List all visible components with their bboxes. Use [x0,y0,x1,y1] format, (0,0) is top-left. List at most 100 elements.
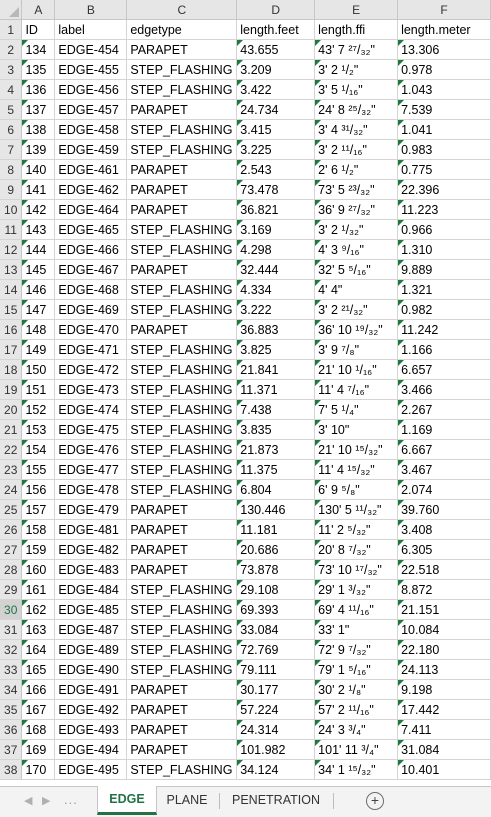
cell-length-ffi[interactable]: 3' 2 ²¹/₃₂" [314,299,399,320]
cell-label[interactable]: EDGE-462 [54,179,128,200]
cell-length-feet[interactable]: 6.804 [236,479,316,500]
cell-length-feet[interactable]: 3.222 [236,299,316,320]
cell-length-feet[interactable]: 57.224 [236,699,316,720]
column-header-d[interactable]: D [236,0,316,20]
cell-edgetype[interactable]: STEP_FLASHING [126,239,238,260]
cell-id[interactable]: 136 [21,79,56,100]
row-header-1[interactable]: 1 [0,19,23,40]
cell-length-ffi[interactable]: 11' 4 ¹⁵/₃₂" [314,459,399,480]
cell-edgetype[interactable]: PARAPET [126,39,238,60]
cell-id[interactable]: 162 [21,599,56,620]
cell-id[interactable]: 151 [21,379,56,400]
cell-label[interactable]: EDGE-489 [54,639,128,660]
cell-length-meter[interactable]: 11.223 [397,199,491,220]
cell-length-feet[interactable]: 3.169 [236,219,316,240]
cell-length-feet[interactable]: 7.438 [236,399,316,420]
row-header[interactable]: 4 [0,79,23,100]
cell-edgetype[interactable]: STEP_FLASHING [126,479,238,500]
cell-length-meter[interactable]: 22.518 [397,559,491,580]
cell-id[interactable]: 138 [21,119,56,140]
cell-id[interactable]: 139 [21,139,56,160]
cell-length-meter[interactable]: 8.872 [397,579,491,600]
cell-label[interactable]: EDGE-478 [54,479,128,500]
more-sheets-icon[interactable]: ... [64,792,78,807]
cell-length-feet[interactable]: 24.734 [236,99,316,120]
cell-length-ffi[interactable]: 69' 4 ¹¹/₁₆" [314,599,399,620]
cell-length-feet[interactable]: 73.478 [236,179,316,200]
cell-length-meter[interactable]: 22.180 [397,639,491,660]
row-header[interactable]: 31 [0,619,23,640]
cell-header-length-meter[interactable]: length.meter [397,19,491,40]
cell-header-label[interactable]: label [54,19,128,40]
cell-length-feet[interactable]: 29.108 [236,579,316,600]
cell-id[interactable]: 157 [21,499,56,520]
cell-length-meter[interactable]: 3.408 [397,519,491,540]
cell-length-meter[interactable]: 3.466 [397,379,491,400]
cell-label[interactable]: EDGE-475 [54,419,128,440]
cell-label[interactable]: EDGE-494 [54,739,128,760]
cell-edgetype[interactable]: PARAPET [126,499,238,520]
cell-edgetype[interactable]: STEP_FLASHING [126,139,238,160]
cell-length-ffi[interactable]: 36' 10 ¹⁹/₃₂" [314,319,399,340]
cell-length-feet[interactable]: 4.334 [236,279,316,300]
next-sheet-arrow-icon[interactable]: ▶ [42,795,51,807]
cell-edgetype[interactable]: STEP_FLASHING [126,599,238,620]
row-header[interactable]: 9 [0,179,23,200]
cell-label[interactable]: EDGE-471 [54,339,128,360]
cell-length-meter[interactable]: 0.978 [397,59,491,80]
cell-id[interactable]: 160 [21,559,56,580]
cell-length-ffi[interactable]: 3' 2 ¹/₃₂" [314,219,399,240]
cell-length-ffi[interactable]: 6' 9 ⁵/₈" [314,479,399,500]
cell-length-ffi[interactable]: 21' 10 ¹⁵/₃₂" [314,439,399,460]
cell-edgetype[interactable]: STEP_FLASHING [126,759,238,780]
cell-length-ffi[interactable]: 3' 9 ⁷/₈" [314,339,399,360]
cell-length-meter[interactable]: 17.442 [397,699,491,720]
row-header[interactable]: 13 [0,259,23,280]
cell-length-ffi[interactable]: 101' 11 ³/₄" [314,739,399,760]
cell-id[interactable]: 150 [21,359,56,380]
add-sheet-icon[interactable]: + [366,792,384,810]
cell-label[interactable]: EDGE-491 [54,679,128,700]
row-header[interactable]: 34 [0,679,23,700]
row-header[interactable]: 15 [0,299,23,320]
cell-label[interactable]: EDGE-472 [54,359,128,380]
cell-id[interactable]: 143 [21,219,56,240]
cell-label[interactable]: EDGE-469 [54,299,128,320]
cell-length-ffi[interactable]: 29' 1 ³/₃₂" [314,579,399,600]
row-header[interactable]: 26 [0,519,23,540]
cell-edgetype[interactable]: STEP_FLASHING [126,79,238,100]
cell-edgetype[interactable]: PARAPET [126,179,238,200]
cell-id[interactable]: 167 [21,699,56,720]
cell-id[interactable]: 135 [21,59,56,80]
cell-label[interactable]: EDGE-492 [54,699,128,720]
cell-length-ffi[interactable]: 20' 8 ⁷/₃₂" [314,539,399,560]
cell-length-ffi[interactable]: 24' 8 ²⁵/₃₂" [314,99,399,120]
cell-label[interactable]: EDGE-482 [54,539,128,560]
cell-edgetype[interactable]: STEP_FLASHING [126,359,238,380]
cell-length-meter[interactable]: 21.151 [397,599,491,620]
cell-length-feet[interactable]: 3.415 [236,119,316,140]
cell-id[interactable]: 158 [21,519,56,540]
cell-id[interactable]: 137 [21,99,56,120]
cell-length-meter[interactable]: 1.321 [397,279,491,300]
cell-length-meter[interactable]: 2.074 [397,479,491,500]
cell-label[interactable]: EDGE-474 [54,399,128,420]
cell-length-feet[interactable]: 32.444 [236,259,316,280]
spreadsheet-grid[interactable]: A B C D E F 1 ID label edgetype length.f… [0,0,491,786]
cell-length-meter[interactable]: 1.043 [397,79,491,100]
cell-length-ffi[interactable]: 3' 2 ¹/₂" [314,59,399,80]
cell-id[interactable]: 153 [21,419,56,440]
cell-length-meter[interactable]: 6.657 [397,359,491,380]
cell-label[interactable]: EDGE-455 [54,59,128,80]
tab-plane[interactable]: PLANE [166,793,208,807]
cell-id[interactable]: 161 [21,579,56,600]
cell-id[interactable]: 147 [21,299,56,320]
cell-length-feet[interactable]: 3.225 [236,139,316,160]
cell-length-ffi[interactable]: 73' 5 ²³/₃₂" [314,179,399,200]
cell-edgetype[interactable]: STEP_FLASHING [126,399,238,420]
cell-id[interactable]: 141 [21,179,56,200]
cell-header-length-feet[interactable]: length.feet [236,19,316,40]
row-header[interactable]: 10 [0,199,23,220]
cell-length-ffi[interactable]: 73' 10 ¹⁷/₃₂" [314,559,399,580]
cell-length-feet[interactable]: 43.655 [236,39,316,60]
